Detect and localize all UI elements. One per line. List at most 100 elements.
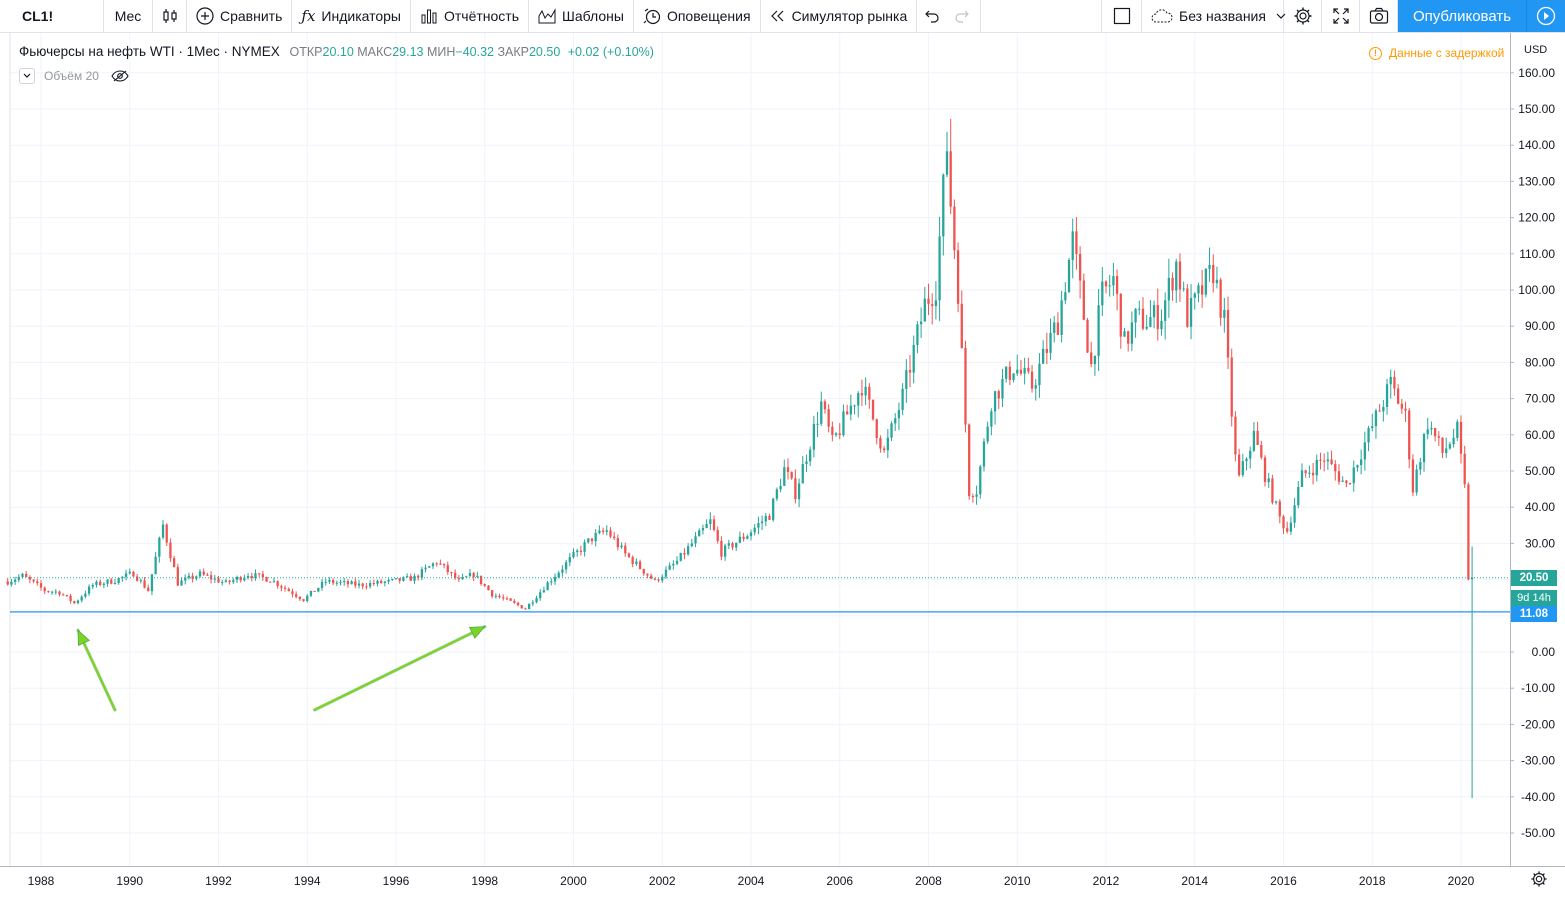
fullscreen-button[interactable] [1322, 0, 1360, 32]
time-tick-label: 1992 [205, 874, 232, 888]
price-tick-label: -50.00 [1521, 826, 1555, 840]
candle-body [502, 597, 505, 599]
candle-body [335, 582, 338, 584]
candle-body [1053, 322, 1056, 333]
candle-body [1263, 457, 1267, 483]
candle-body [653, 578, 657, 580]
candle-body [10, 581, 13, 585]
undo-icon [925, 10, 939, 23]
volume-legend[interactable]: Объём 20 [19, 68, 129, 84]
candle-body [13, 579, 17, 582]
candle-body [442, 563, 446, 566]
price-tick-label: 0.00 [1532, 645, 1556, 659]
bars-icon [421, 9, 437, 24]
annotations-layer[interactable] [76, 625, 487, 712]
snapshot-button[interactable] [1360, 0, 1398, 32]
undo-button[interactable] [917, 0, 947, 32]
candle-body [1363, 442, 1367, 460]
price-tick-label: 50.00 [1525, 464, 1555, 478]
time-tick-label: 1990 [116, 874, 143, 888]
price-tick-label: 40.00 [1525, 500, 1555, 514]
layout-name-button[interactable]: Без названия [1142, 0, 1286, 32]
candle-body [794, 478, 797, 500]
candle-body [1001, 378, 1004, 399]
candle-body [87, 586, 91, 594]
candle-body [99, 581, 102, 585]
gear-icon [1531, 871, 1547, 887]
candle-body [809, 449, 812, 462]
candle-body [217, 578, 220, 583]
candle-body [1075, 231, 1078, 254]
replay-play-button[interactable] [1527, 0, 1565, 32]
delayed-data-notice[interactable]: ! Данные с задержкой [1369, 46, 1504, 60]
candle-body [383, 581, 387, 584]
symbol-search[interactable]: CL1! [0, 0, 104, 32]
fullscreen-icon [1332, 8, 1349, 24]
price-tick-label: 80.00 [1525, 355, 1555, 369]
candle-body [731, 543, 734, 548]
multi-layout-button[interactable] [1102, 0, 1142, 32]
currency-label[interactable]: USD [1524, 44, 1548, 56]
publish-button[interactable]: Опубликовать [1398, 0, 1527, 32]
chart-settings-button[interactable] [1530, 870, 1548, 893]
replay-button[interactable]: Симулятор рынка [761, 0, 918, 32]
settings-button[interactable] [1284, 0, 1322, 32]
candle-body [779, 485, 782, 490]
candle-body [553, 577, 557, 582]
annotation-arrow[interactable] [313, 625, 487, 712]
candle-body [69, 595, 72, 602]
candle-body [934, 300, 938, 307]
candle-body [1249, 450, 1252, 459]
candle-body [1171, 277, 1174, 291]
candle-body [1045, 348, 1048, 353]
candle-body [1164, 300, 1167, 321]
candle-body [50, 591, 54, 593]
candle-body [1204, 268, 1207, 295]
templates-button[interactable]: Шаблоны [529, 0, 634, 32]
candle-body [439, 563, 442, 565]
candle-body [191, 575, 194, 579]
legend-collapse-button[interactable] [19, 68, 35, 84]
candle-body [161, 524, 165, 538]
candle-body [879, 437, 882, 449]
compare-button[interactable]: Сравнить [187, 0, 293, 32]
candle-body [380, 580, 383, 584]
candle-body [975, 494, 978, 497]
time-tick-label: 1988 [28, 874, 55, 888]
financials-button[interactable]: Отчётность [411, 0, 530, 32]
indicators-button[interactable]: ƒx Индикаторы [292, 0, 411, 32]
candle-body [701, 528, 705, 531]
candle-body [1271, 478, 1274, 503]
candle-body [583, 542, 586, 552]
annotation-arrow[interactable] [76, 628, 117, 712]
candle-body [753, 527, 756, 533]
open-value: 20.10 [322, 45, 354, 59]
price-chart[interactable]: 160.00 150.00 140.00 130.00 120.00 110.00 100.… [0, 33, 1565, 897]
candle-body [609, 530, 612, 537]
candle-body [1352, 467, 1355, 484]
redo-button[interactable] [947, 0, 982, 32]
alerts-button[interactable]: Оповещения [634, 0, 761, 32]
price-tick-label: 60.00 [1525, 428, 1555, 442]
candle-body [550, 581, 553, 583]
warning-icon: ! [1369, 46, 1382, 60]
interval-button[interactable]: Мес [104, 0, 153, 32]
candle-body [1245, 458, 1248, 462]
candle-body [638, 561, 642, 569]
price-tick-label: -40.00 [1521, 790, 1555, 804]
series-legend[interactable]: Фьючерсы на нефть WTI · 1Мес · NYMEX ОТК… [19, 44, 654, 59]
candle-body [650, 575, 653, 579]
candle-body [820, 401, 823, 424]
candle-body [945, 151, 949, 175]
candle-body [864, 386, 867, 396]
candle-body [1300, 470, 1304, 488]
candle-body [786, 467, 790, 473]
hidden-eye-button[interactable] [111, 70, 129, 82]
chart-style-button[interactable] [153, 0, 187, 32]
candle-body [1345, 480, 1348, 484]
replay-label: Симулятор рынка [791, 8, 908, 24]
candle-body [95, 581, 98, 585]
time-tick-label: 2018 [1359, 874, 1386, 888]
candle-body [690, 543, 693, 547]
candle-body [890, 423, 893, 438]
